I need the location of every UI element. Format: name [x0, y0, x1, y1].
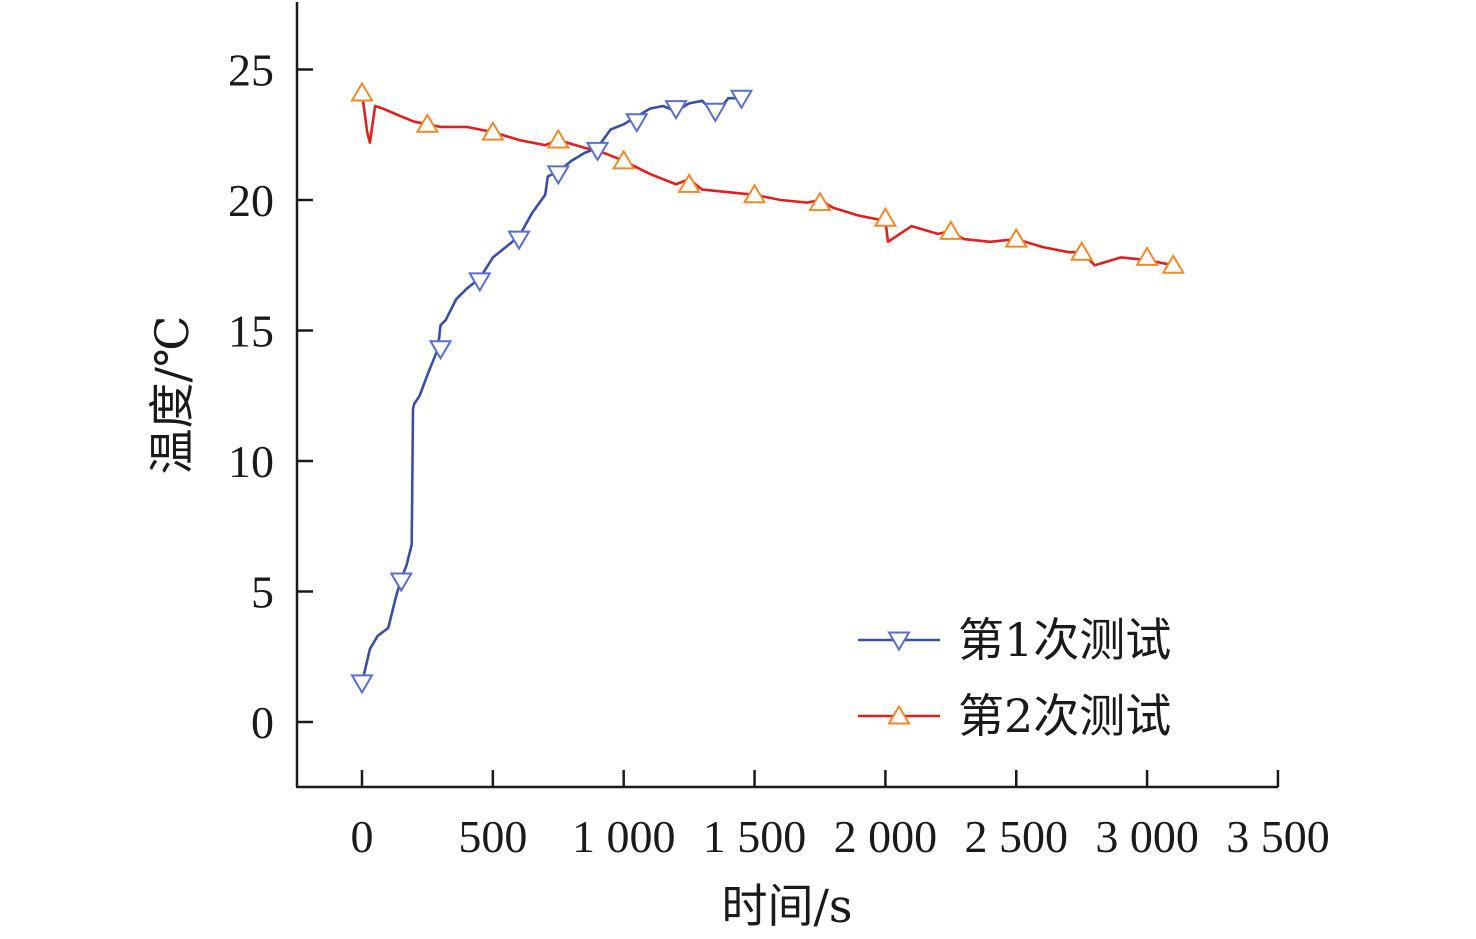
y-tick-label: 0 — [251, 697, 274, 748]
data-point — [664, 100, 688, 121]
x-axis-title: 时间/s — [721, 879, 852, 933]
x-tick-label: 3 000 — [1095, 811, 1199, 862]
axes — [295, 2, 1278, 789]
x-tick-label: 3 500 — [1226, 811, 1330, 862]
series-line — [360, 96, 743, 685]
y-tick-label: 25 — [228, 45, 274, 96]
legend-label: 第1次测试 — [958, 613, 1171, 667]
x-tick-label: 2 000 — [834, 811, 938, 862]
data-point — [428, 340, 453, 361]
x-tick-label: 0 — [351, 811, 374, 862]
data-point — [742, 183, 767, 204]
data-point — [625, 113, 649, 134]
series-2 — [350, 81, 1186, 274]
data-point — [546, 165, 571, 186]
data-point — [1135, 245, 1159, 266]
series-layer — [350, 81, 1186, 695]
data-point — [873, 206, 898, 227]
y-tick-label: 15 — [228, 306, 274, 357]
legend-item: 第1次测试 — [858, 613, 1171, 667]
data-point — [585, 141, 610, 162]
data-point — [415, 112, 440, 133]
legend-marker — [887, 631, 911, 652]
data-point — [481, 120, 505, 141]
x-ticks: 0 500 1 000 1 500 2 000 2 500 3 000 3 500 — [351, 770, 1330, 862]
x-tick-label: 2 500 — [965, 811, 1069, 862]
series-line — [360, 91, 1175, 267]
data-point — [808, 191, 832, 212]
legend-marker — [887, 704, 911, 725]
data-point — [389, 572, 414, 593]
data-point — [729, 89, 754, 110]
x-tick-label: 500 — [458, 811, 527, 862]
data-point — [1069, 240, 1094, 261]
y-axis-title: 温度/℃ — [145, 316, 199, 475]
y-tick-label: 10 — [228, 436, 274, 487]
legend-label: 第2次测试 — [958, 689, 1171, 743]
data-point — [1004, 227, 1028, 248]
y-tick-label: 20 — [228, 175, 274, 226]
data-point — [546, 128, 571, 149]
data-point — [677, 172, 701, 193]
data-point — [1161, 253, 1186, 274]
data-point — [507, 230, 531, 251]
y-tick-label: 5 — [251, 567, 274, 618]
x-tick-label: 1 000 — [572, 811, 676, 862]
data-point — [703, 102, 728, 123]
series-1 — [350, 89, 754, 695]
data-point — [350, 674, 374, 695]
legend-item: 第2次测试 — [858, 689, 1171, 743]
data-point — [468, 272, 492, 293]
data-point — [611, 149, 636, 170]
y-ticks: 0 5 10 15 20 25 — [228, 45, 313, 748]
x-tick-label: 1 500 — [703, 811, 807, 862]
data-point — [939, 219, 963, 240]
data-point — [350, 81, 374, 102]
